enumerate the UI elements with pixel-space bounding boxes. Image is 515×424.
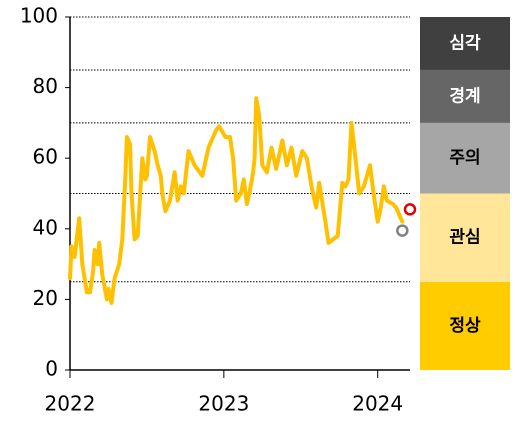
line: [68, 96, 405, 305]
x-tick-label: 2022: [45, 392, 96, 416]
x-tick-label: 2023: [198, 392, 249, 416]
y-tick-label: 100: [20, 4, 58, 28]
marker: [396, 224, 409, 237]
y-tick-label: 20: [33, 286, 58, 310]
marker: [403, 203, 417, 216]
band-label: 심각: [449, 33, 481, 53]
y-tick-label: 80: [33, 74, 58, 98]
band-label: 경계: [449, 86, 480, 106]
band-label: 주의: [449, 148, 480, 168]
y-tick-label: 0: [45, 357, 58, 381]
band-label: 관심: [449, 228, 480, 248]
x-tick-label: 2024: [352, 392, 403, 416]
y-tick-label: 40: [33, 215, 58, 239]
band: [420, 281, 510, 370]
band-label: 정상: [449, 316, 481, 336]
band: [420, 69, 510, 123]
band: [420, 17, 510, 70]
band: [420, 193, 510, 282]
band: [420, 122, 510, 194]
y-tick-label: 60: [33, 145, 58, 169]
